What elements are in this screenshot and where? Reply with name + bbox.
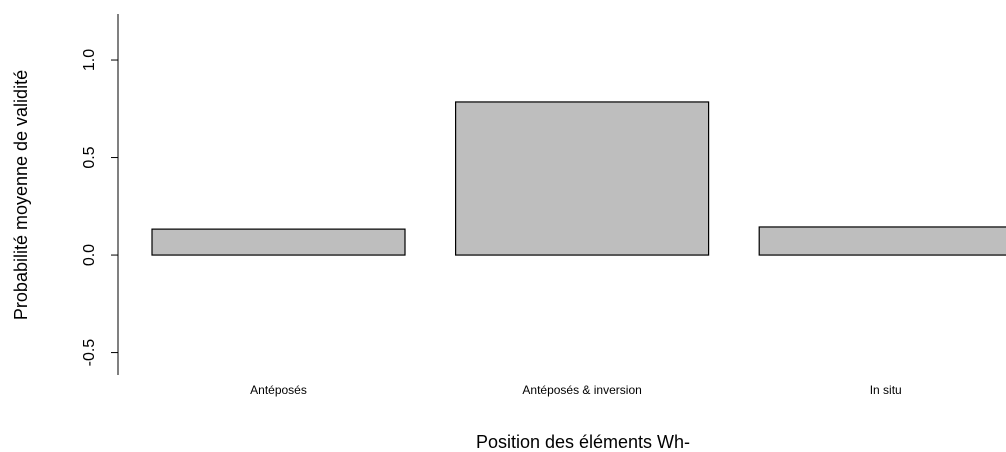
x-axis-label: Position des éléments Wh- bbox=[476, 432, 690, 452]
bar bbox=[151, 228, 406, 256]
y-tick-label: 0.0 bbox=[81, 244, 98, 266]
y-tick-label: 1.0 bbox=[81, 49, 98, 71]
x-tick-label: Antéposés bbox=[250, 383, 307, 397]
y-axis-label: Probabilité moyenne de validité bbox=[11, 70, 31, 320]
y-tick-label: 0.5 bbox=[81, 146, 98, 168]
y-tick-label: -0.5 bbox=[81, 339, 98, 367]
bar bbox=[455, 101, 710, 256]
bar bbox=[758, 226, 1006, 256]
x-tick-label: Antéposés & inversion bbox=[522, 383, 641, 397]
x-tick-label: In situ bbox=[870, 383, 902, 397]
